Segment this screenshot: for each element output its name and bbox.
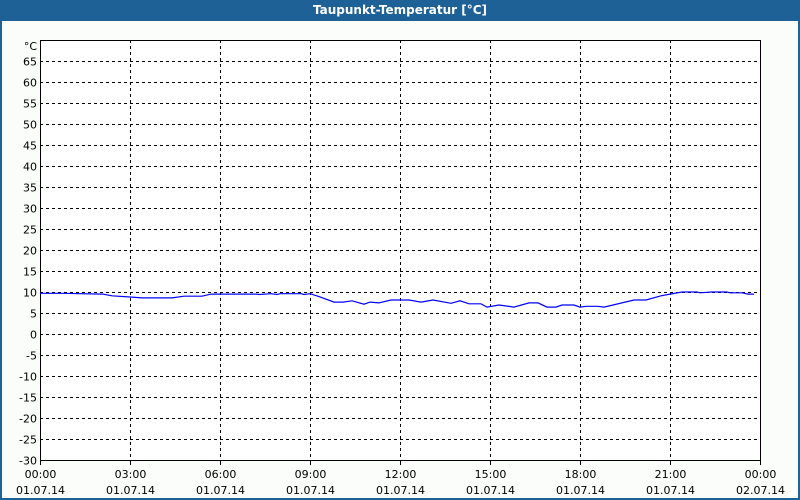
x-tick-date: 01.07.14	[196, 484, 245, 497]
x-tick-date: 01.07.14	[556, 484, 605, 497]
y-tick-label: 10	[23, 287, 37, 300]
y-tick-label: 60	[23, 77, 37, 90]
x-tick-date: 01.07.14	[16, 484, 65, 497]
x-tick-time: 15:00	[475, 468, 507, 481]
plot-border	[40, 40, 761, 461]
x-tick-time: 21:00	[655, 468, 687, 481]
x-tick-time: 06:00	[205, 468, 237, 481]
x-tick-time: 18:00	[565, 468, 597, 481]
y-tick-label: 5	[30, 308, 37, 321]
y-tick-label: -30	[19, 455, 37, 468]
x-tick-date: 01.07.14	[106, 484, 155, 497]
y-tick-label: 15	[23, 266, 37, 279]
y-tick-label: 35	[23, 182, 37, 195]
y-tick-label: -5	[26, 350, 37, 363]
y-tick-label: 50	[23, 119, 37, 132]
series-line	[40, 291, 754, 308]
y-tick-label: 20	[23, 245, 37, 258]
x-tick-date: 02.07.14	[736, 484, 785, 497]
y-tick-label: -20	[19, 413, 37, 426]
x-tick-time: 09:00	[295, 468, 327, 481]
y-tick-label: -10	[19, 371, 37, 384]
y-tick-label: 0	[30, 329, 37, 342]
x-tick-time: 12:00	[385, 468, 417, 481]
y-tick-label: 55	[23, 98, 37, 111]
x-tick-date: 01.07.14	[646, 484, 695, 497]
y-tick-label: -15	[19, 392, 37, 405]
y-axis-unit: °C	[24, 40, 38, 53]
y-tick-label: 25	[23, 224, 37, 237]
x-tick-time: 00:00	[745, 468, 777, 481]
y-tick-label: 65	[23, 56, 37, 69]
x-tick-time: 03:00	[115, 468, 147, 481]
window-title: Taupunkt-Temperatur [°C]	[0, 0, 800, 21]
x-tick-time: 00:00	[25, 468, 57, 481]
x-tick-date: 01.07.14	[286, 484, 335, 497]
y-tick-label: 45	[23, 140, 37, 153]
y-tick-label: -25	[19, 434, 37, 447]
y-tick-label: 30	[23, 203, 37, 216]
y-tick-label: 40	[23, 161, 37, 174]
x-tick-date: 01.07.14	[466, 484, 515, 497]
x-tick-date: 01.07.14	[376, 484, 425, 497]
